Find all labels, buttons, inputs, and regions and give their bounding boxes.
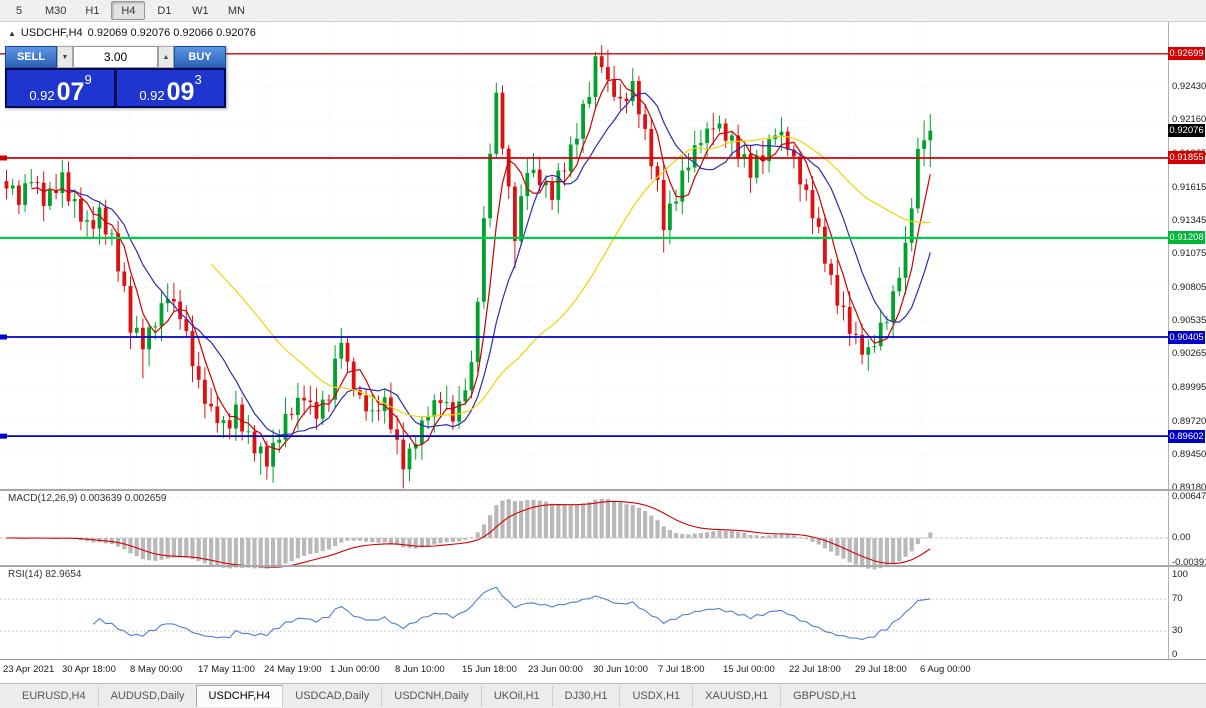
volume-input[interactable]: 3.00 — [73, 46, 158, 68]
buy-price-big: 09 — [166, 78, 195, 106]
rsi-series — [0, 586, 1168, 641]
timeframe-button-mn[interactable]: MN — [219, 1, 254, 20]
chart-symbol-period: USDCHF,H4 — [20, 27, 83, 39]
buy-price-pip: 3 — [194, 72, 202, 87]
chart-tab[interactable]: DJ30,H1 — [551, 686, 620, 706]
candlestick-series — [4, 45, 933, 489]
price-axis-label: 0.89180 — [1172, 482, 1206, 494]
price-level-badge: 0.91208 — [1168, 231, 1205, 245]
price-level-badge: 0.89602 — [1168, 429, 1205, 443]
one-click-trading-panel: SELL ▼ 3.00 ▲ BUY 0.92 07 9 0.92 09 3 — [5, 46, 226, 108]
macd-axis-label: 0.00 — [1172, 532, 1191, 543]
price-level-badge: 0.92699 — [1168, 47, 1205, 61]
time-axis-label: 15 Jun 18:00 — [462, 664, 517, 675]
price-axis-label: 0.92160 — [1172, 114, 1206, 126]
rsi-axis-label: 70 — [1172, 593, 1183, 604]
price-axis-label: 0.91345 — [1172, 214, 1206, 226]
sell-price-display[interactable]: 0.92 07 9 — [7, 70, 114, 106]
macd-values: 0.003639 0.002659 — [80, 493, 167, 504]
timeframe-button-h1[interactable]: H1 — [75, 1, 110, 20]
chart-tab-bar: EURUSD,H4 AUDUSD,Daily USDCHF,H4 USDCAD,Dai… — [0, 683, 1206, 708]
horizontal-levels — [0, 53, 1168, 439]
timeframe-toolbar: 5 M30 H1 H4 D1 W1 MN — [0, 0, 1206, 22]
timeframe-button-w1[interactable]: W1 — [183, 1, 218, 20]
buy-price-prefix: 0.92 — [139, 88, 165, 103]
chart-tab[interactable]: USDCHF,H4 — [195, 685, 284, 707]
time-axis-label: 17 May 11:00 — [198, 664, 255, 675]
buy-button[interactable]: BUY — [174, 46, 226, 68]
price-axis-label: 0.89720 — [1172, 415, 1206, 427]
rsi-axis-label: 100 — [1172, 569, 1188, 580]
moving-averages — [31, 78, 931, 451]
chart-tab[interactable]: AUDUSD,Daily — [97, 686, 197, 706]
chart-tab[interactable]: UKOil,H1 — [480, 686, 552, 706]
price-axis-label: 0.91075 — [1172, 248, 1206, 260]
macd-indicator-label: MACD(12,26,9) 0.003639 0.002659 — [8, 493, 166, 504]
chart-header: ▲ USDCHF,H4 0.92069 0.92076 0.92066 0.92… — [8, 27, 256, 39]
time-axis-label: 8 May 00:00 — [130, 664, 183, 675]
price-level-badge: 0.90405 — [1168, 330, 1205, 344]
price-axis-label: 0.91615 — [1172, 181, 1206, 193]
time-axis-separator — [0, 659, 1206, 660]
volume-decrement-button[interactable]: ▼ — [57, 46, 73, 68]
timeframe-button-5[interactable]: 5 — [2, 1, 36, 20]
time-axis-label: 22 Jul 18:00 — [789, 664, 841, 675]
sell-button[interactable]: SELL — [5, 46, 57, 68]
rsi-value: 82.9654 — [45, 569, 82, 580]
chart-tab[interactable]: XAUUSD,H1 — [692, 686, 780, 706]
rsi-axis-label: 30 — [1172, 625, 1183, 636]
price-axis-label: 0.92430 — [1172, 81, 1206, 92]
chart-ohlc-quote: 0.92069 0.92076 0.92066 0.92076 — [87, 27, 256, 39]
chart-tab[interactable]: USDCNH,Daily — [381, 686, 481, 706]
chart-tab[interactable]: EURUSD,H4 — [22, 690, 86, 702]
time-axis-label: 1 Jun 00:00 — [330, 664, 380, 675]
time-axis-label: 6 Aug 00:00 — [920, 664, 971, 675]
chart-tab[interactable]: USDX,H1 — [619, 686, 692, 706]
sell-price-prefix: 0.92 — [29, 88, 55, 103]
time-axis-label: 15 Jul 00:00 — [723, 664, 775, 675]
timeframe-button-h4[interactable]: H4 — [111, 1, 146, 20]
rsi-panel-splitter[interactable] — [0, 565, 1206, 567]
rsi-axis-label: 0 — [1172, 649, 1178, 660]
time-axis-label: 29 Jul 18:00 — [855, 664, 907, 675]
time-axis-label: 23 Apr 2021 — [3, 664, 55, 675]
price-level-badge: 0.91855 — [1168, 151, 1205, 165]
macd-title: MACD(12,26,9) — [8, 493, 78, 504]
price-axis-label: 0.89995 — [1172, 381, 1206, 393]
time-axis-label: 7 Jul 18:00 — [658, 664, 705, 675]
time-axis-label: 8 Jun 10:00 — [395, 664, 445, 675]
macd-series — [0, 496, 1168, 570]
price-axis-label: 0.90535 — [1172, 314, 1206, 326]
time-axis-label: 23 Jun 00:00 — [528, 664, 583, 675]
volume-increment-button[interactable]: ▲ — [158, 46, 174, 68]
chart-tab[interactable]: GBPUSD,H1 — [780, 686, 869, 706]
collapse-panel-icon[interactable]: ▲ — [8, 28, 16, 38]
price-axis-label: 0.90805 — [1172, 281, 1206, 293]
buy-price-display[interactable]: 0.92 09 3 — [117, 70, 224, 106]
sell-price-big: 07 — [56, 78, 85, 106]
rsi-title: RSI(14) — [8, 569, 43, 580]
macd-panel-splitter[interactable] — [0, 489, 1206, 491]
timeframe-button-m30[interactable]: M30 — [38, 1, 74, 20]
price-axis-label: 0.90265 — [1172, 348, 1206, 360]
time-axis-label: 24 May 19:00 — [264, 664, 322, 675]
time-axis-label: 30 Jun 10:00 — [593, 664, 648, 675]
macd-axis-label: -0.00391 — [1172, 557, 1206, 568]
sell-price-pip: 9 — [84, 72, 92, 87]
rsi-indicator-label: RSI(14) 82.9654 — [8, 569, 81, 580]
price-axis-label: 0.89450 — [1172, 448, 1206, 460]
timeframe-button-d1[interactable]: D1 — [147, 1, 182, 20]
current-price-badge: 0.92076 — [1168, 124, 1205, 138]
macd-axis-label: 0.00647 — [1172, 491, 1206, 502]
time-axis-label: 30 Apr 18:00 — [62, 664, 116, 675]
chart-tab[interactable]: USDCAD,Daily — [282, 686, 381, 706]
